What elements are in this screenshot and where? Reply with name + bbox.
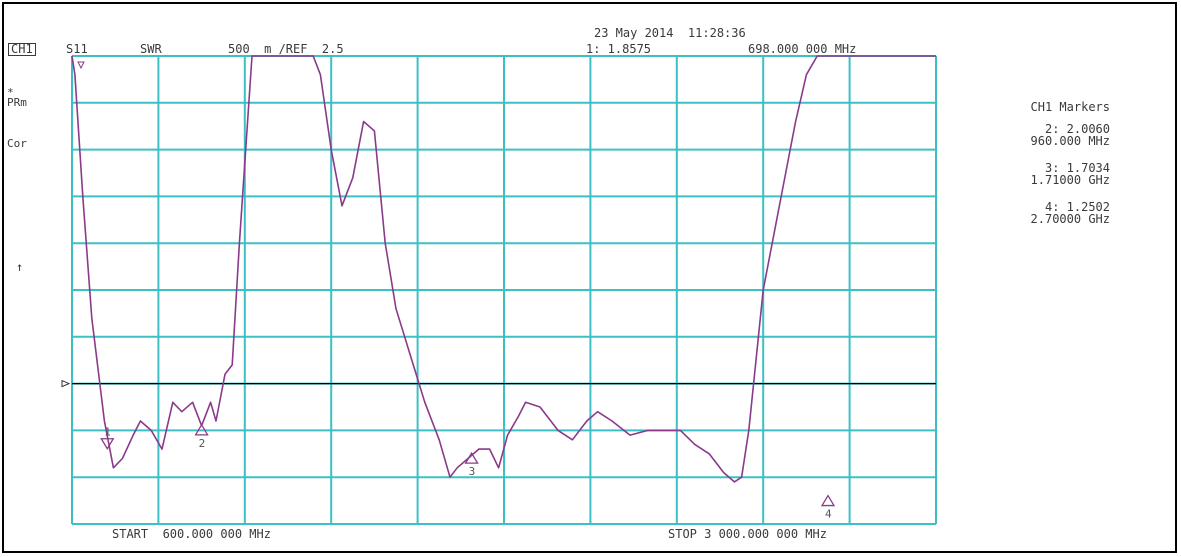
format-label: SWR: [140, 42, 162, 56]
marker-3-value: 3: 1.7034: [1044, 161, 1110, 175]
datetime: 23 May 2014 11:28:36: [594, 26, 746, 40]
marker-triangle-icon: [194, 423, 209, 436]
marker-entry-2: 2: 2.0060 960.000 MHz: [960, 123, 1110, 147]
stop-frequency: STOP 3 000.000 000 MHz: [668, 527, 827, 541]
marker-3-freq: 1.71000 GHz: [1030, 173, 1110, 187]
markers-title: CH1 Markers: [1030, 100, 1110, 114]
marker-2: 2: [194, 423, 209, 450]
swr-trace: [71, 55, 936, 483]
marker-triangle-icon: [100, 438, 115, 451]
ref-arrow-icon: ↑: [16, 260, 24, 274]
start-frequency: START 600.000 000 MHz: [112, 527, 271, 541]
marker-4: 4: [820, 494, 836, 521]
cor-indicator: Cor: [7, 137, 27, 150]
parameter-label: S11: [66, 42, 88, 56]
marker-label: 2: [199, 437, 206, 450]
channel-label: CH1: [8, 43, 36, 56]
reference-line: [61, 379, 936, 388]
marker-2-value: 2: 2.0060: [1044, 122, 1110, 136]
marker-2-freq: 960.000 MHz: [1030, 134, 1110, 148]
marker-4-value: 4: 1.2502: [1044, 200, 1110, 214]
active-marker-freq: 698.000 000 MHz: [748, 42, 857, 56]
markers-panel: CH1 Markers 2: 2.0060 960.000 MHz 3: 1.7…: [960, 101, 1110, 240]
active-marker-value: 1: 1.8575: [586, 42, 652, 56]
marker-entry-4: 4: 1.2502 2.70000 GHz: [960, 201, 1110, 225]
marker-entry-3: 3: 1.7034 1.71000 GHz: [960, 162, 1110, 186]
prm-indicator: PRm: [7, 96, 27, 109]
marker-3: 3: [464, 451, 479, 478]
marker-label: 3: [469, 465, 476, 478]
active-marker-icon: [77, 61, 85, 70]
marker-label: 1: [104, 426, 111, 439]
ref-pointer-icon: [61, 379, 71, 388]
scale-ref-label: 500 m /REF 2.5: [228, 42, 344, 56]
marker-triangle-icon: [464, 451, 479, 464]
marker-4-freq: 2.70000 GHz: [1030, 212, 1110, 226]
swr-trace-line: [71, 55, 936, 483]
star-indicator: *: [7, 86, 14, 99]
plot-grid: [71, 55, 937, 525]
marker-triangle-icon: [820, 494, 836, 507]
marker-symbols: 1 2 3 4: [77, 61, 836, 521]
marker-label: 4: [825, 508, 832, 521]
marker-1: 1: [100, 426, 115, 451]
